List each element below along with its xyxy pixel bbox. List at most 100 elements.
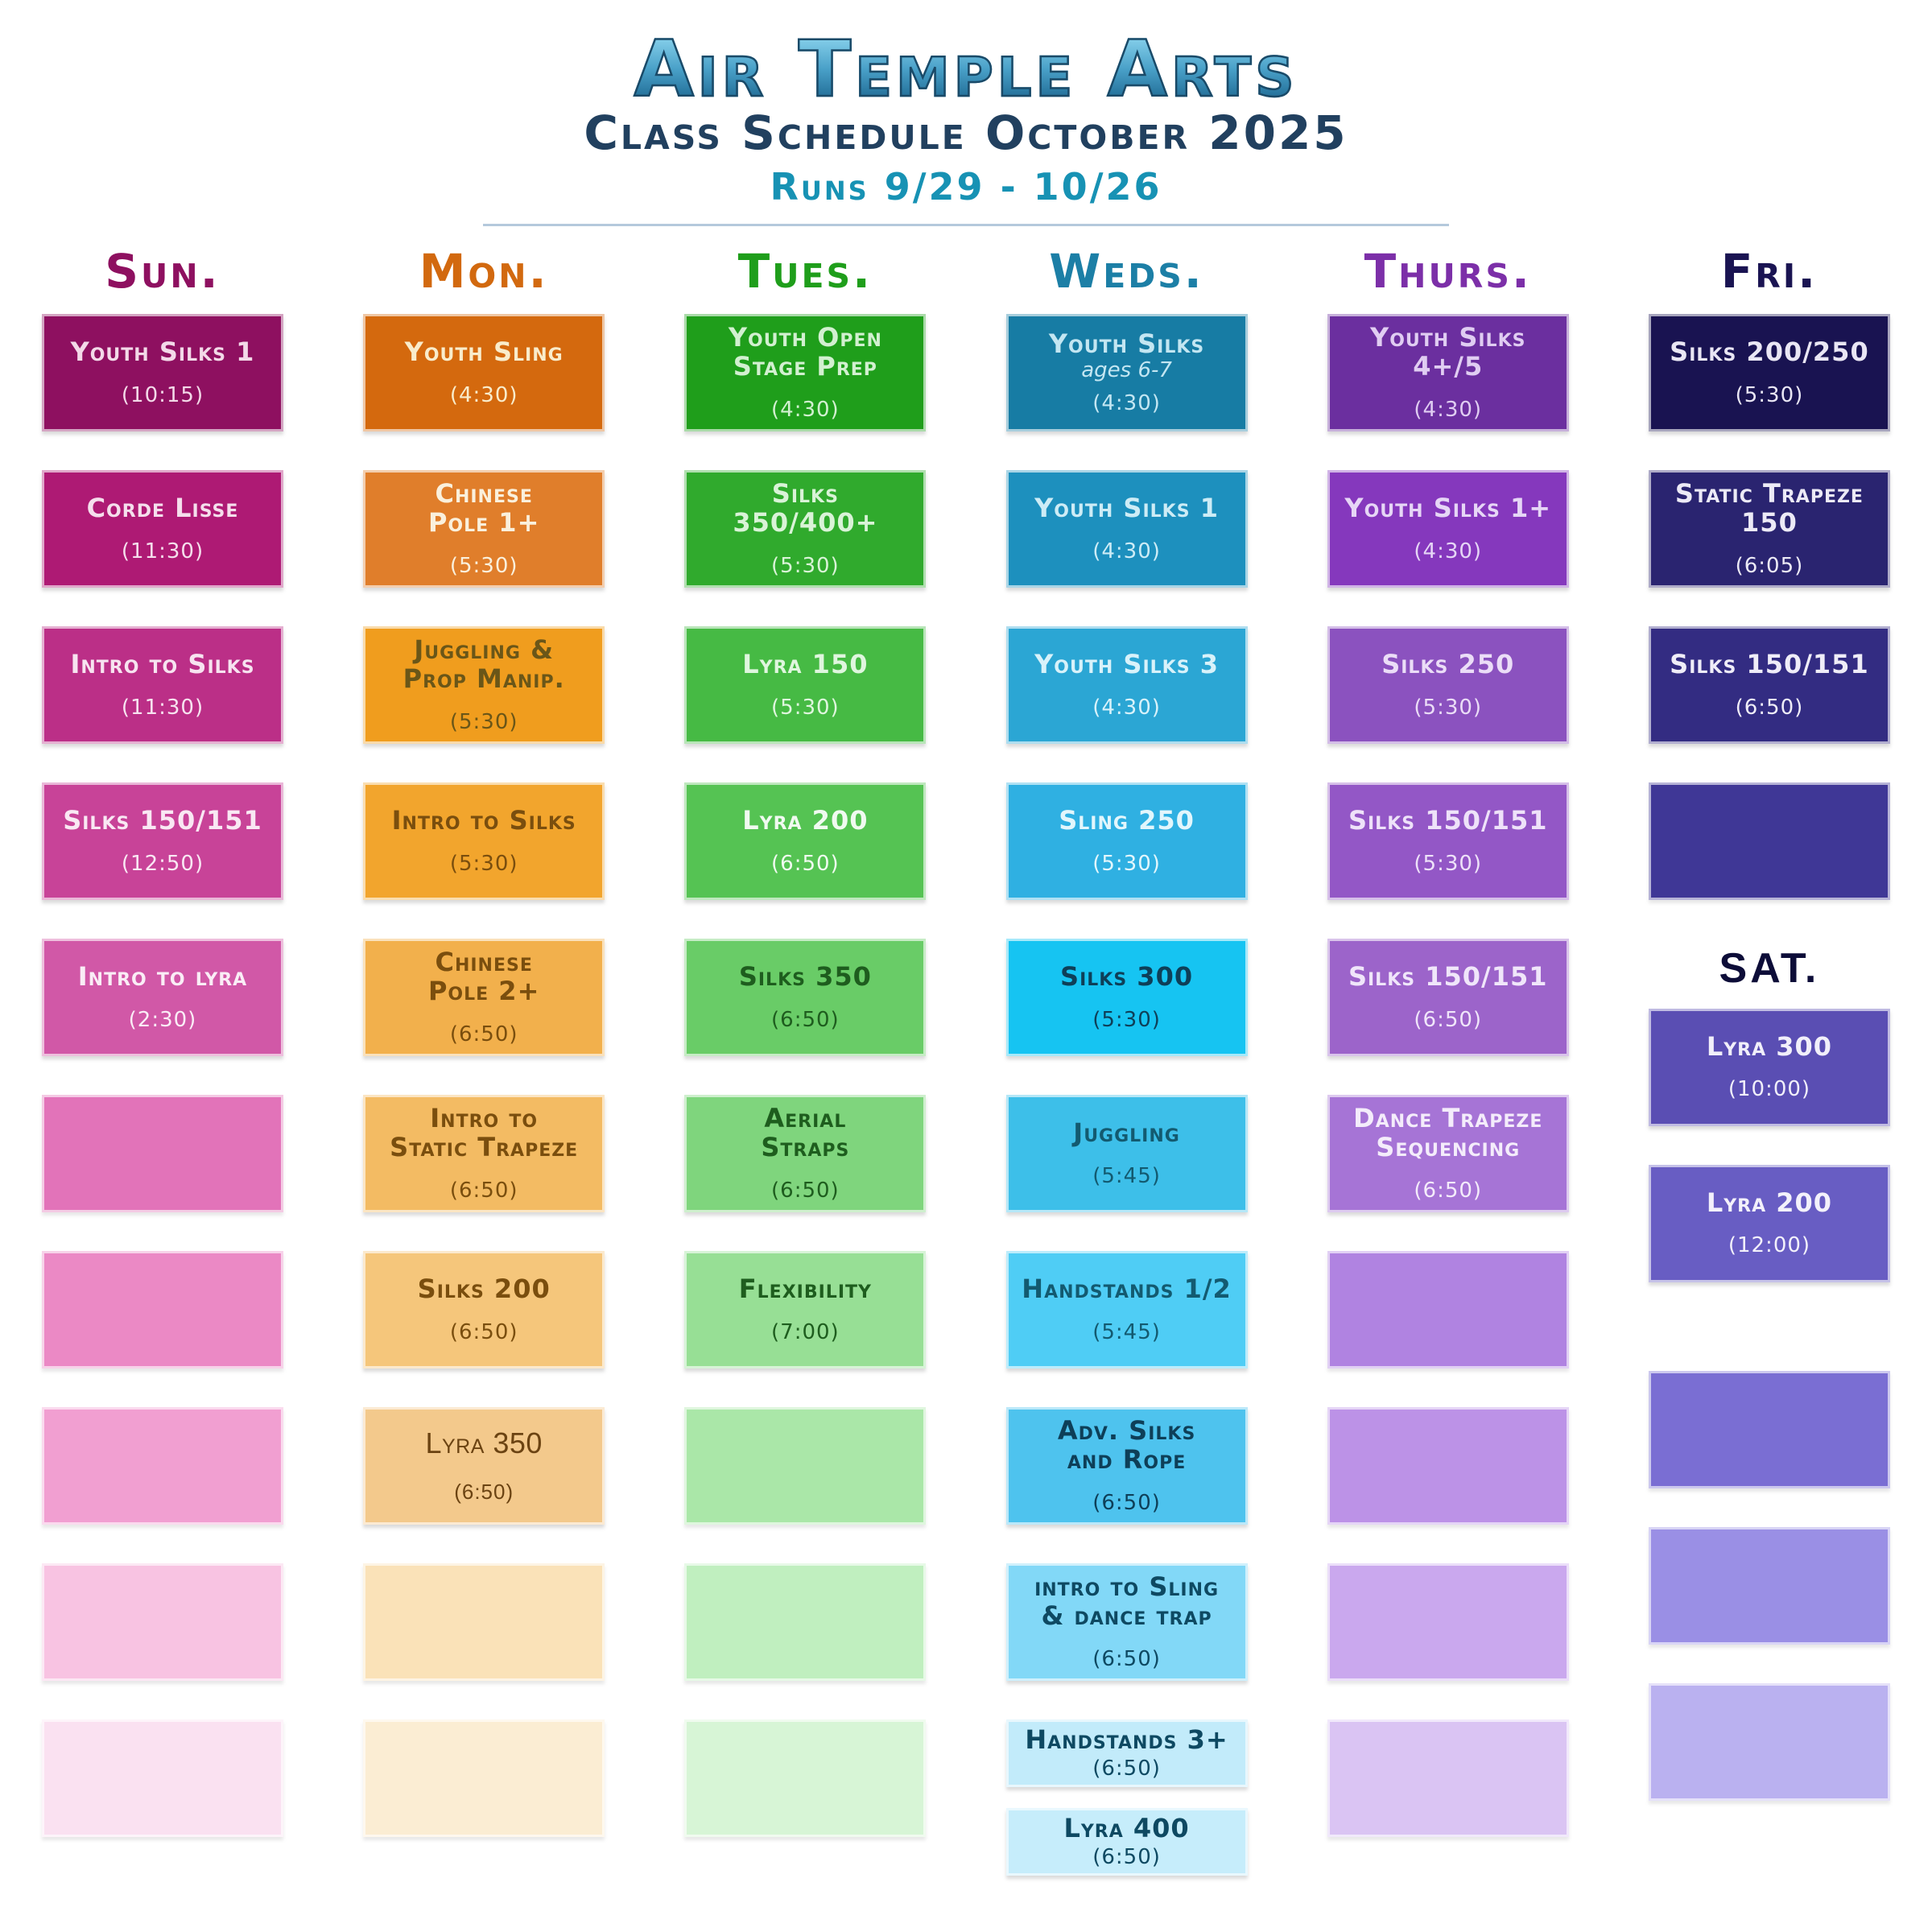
class-name: Lyra 400	[1063, 1813, 1190, 1844]
class-block: Intro to Silks (11:30)	[42, 625, 283, 744]
empty-block	[1648, 1682, 1890, 1801]
class-block: Adv. Silks and Rope (6:50)	[1005, 1406, 1248, 1525]
class-name: Intro to Silks	[391, 805, 576, 836]
class-block: Juggling (5:45)	[1005, 1094, 1248, 1212]
class-name: Silks 150/151	[1348, 805, 1548, 836]
day-header-sat: SAT.	[1719, 944, 1820, 992]
class-name: Chinese Pole 2+	[427, 947, 540, 1006]
empty-block	[1648, 1526, 1890, 1645]
empty-block	[42, 1563, 283, 1681]
class-name: Lyra 150	[742, 649, 869, 680]
class-block: Youth Silks 1+ (4:30)	[1327, 469, 1569, 588]
class-age-note: ages 6-7	[1081, 357, 1172, 382]
day-header-fri: Fri.	[1720, 244, 1818, 299]
class-time: (4:30)	[1092, 539, 1161, 564]
class-name: Lyra 200	[1706, 1187, 1833, 1218]
class-name: Silks 150/151	[1348, 961, 1548, 993]
class-name: Corde Lisse	[86, 493, 239, 524]
class-block: Youth Silks 1 (10:15)	[42, 313, 283, 431]
class-time: (5:30)	[1092, 1007, 1161, 1032]
day-column-tues: Tues. Youth Open Stage Prep (4:30) Silks 35…	[684, 244, 927, 1897]
class-block: Silks 350/400+ (5:30)	[684, 469, 927, 588]
class-name: Youth Silks 3	[1034, 649, 1219, 680]
empty-block	[1327, 1719, 1569, 1837]
class-time: (6:50)	[1092, 1646, 1161, 1671]
class-name: Youth Sling	[404, 336, 564, 368]
class-time: (6:50)	[449, 1178, 518, 1203]
class-time: (4:30)	[1414, 539, 1483, 564]
class-time: (5:30)	[449, 851, 518, 876]
schedule-board: Sun. Youth Silks 1 (10:15) Corde Lisse (11:3…	[0, 226, 1932, 1897]
empty-block	[684, 1563, 927, 1681]
class-name: Intro to lyra	[77, 961, 248, 993]
class-name: Youth Silks 1	[70, 336, 255, 368]
class-time: (6:50)	[771, 1007, 840, 1032]
class-block: Youth Open Stage Prep (4:30)	[684, 313, 927, 431]
class-block: Lyra 200 (12:00)	[1648, 1164, 1890, 1282]
class-name: Youth Silks 1	[1034, 493, 1219, 524]
class-time: (5:30)	[449, 553, 518, 578]
class-name: Youth Silks	[1048, 328, 1205, 359]
day-header-thurs: Thurs.	[1364, 244, 1532, 299]
class-block: Silks 150/151 (5:30)	[1327, 782, 1569, 900]
class-time: (6:50)	[1414, 1007, 1483, 1032]
class-time: (4:30)	[1092, 391, 1161, 416]
class-time: (6:50)	[1092, 1844, 1161, 1869]
class-block: Youth Sling (4:30)	[363, 313, 605, 431]
class-block: Silks 200 (6:50)	[363, 1250, 605, 1368]
day-column-sun: Sun. Youth Silks 1 (10:15) Corde Lisse (11:3…	[42, 247, 283, 1897]
class-block: Intro to Silks (5:30)	[363, 782, 605, 900]
day-header-weds: Weds.	[1049, 244, 1204, 299]
empty-block	[42, 1406, 283, 1525]
class-block: Youth Silks 3 (4:30)	[1005, 625, 1248, 744]
class-name: Lyra 200	[742, 805, 869, 836]
class-time: (6:50)	[449, 1319, 518, 1344]
class-name: Handstands 1/2	[1022, 1274, 1232, 1305]
class-time: (6:50)	[454, 1479, 514, 1504]
class-block: Corde Lisse (11:30)	[42, 469, 283, 588]
empty-block	[363, 1719, 605, 1837]
class-time: (5:30)	[771, 695, 840, 720]
page-header: Air Temple Arts Class Schedule October 2…	[0, 0, 1932, 227]
class-time: (5:30)	[1414, 695, 1483, 720]
class-block: Intro to Static Trapeze (6:50)	[363, 1094, 605, 1212]
page-title: Air Temple Arts	[633, 24, 1298, 114]
class-time: (6:50)	[771, 851, 840, 876]
class-block: Sling 250 (5:30)	[1005, 782, 1248, 900]
class-name: Youth Open Stage Prep	[728, 322, 882, 382]
class-time: (6:50)	[449, 1022, 518, 1046]
class-time: (10:00)	[1728, 1077, 1811, 1102]
class-block: Lyra 150 (5:30)	[684, 625, 927, 744]
class-time: (11:30)	[121, 695, 204, 720]
day-column-thurs: Thurs. Youth Silks 4+/5 (4:30) Youth Silks …	[1327, 247, 1569, 1897]
class-time: (11:30)	[121, 539, 204, 564]
class-block: Youth Silks ages 6-7 (4:30)	[1005, 313, 1248, 431]
day-header-tues: Tues.	[737, 244, 873, 299]
class-block: Silks 200/250 (5:30)	[1648, 313, 1890, 431]
empty-block	[1327, 1563, 1569, 1681]
class-name: Intro to Silks	[70, 649, 255, 680]
empty-block	[1327, 1250, 1569, 1368]
class-block: Silks 150/151 (6:50)	[1327, 938, 1569, 1056]
class-name: Silks 200/250	[1670, 336, 1869, 368]
class-block: Intro to lyra (2:30)	[42, 938, 283, 1056]
empty-block	[1648, 782, 1890, 900]
class-time: (6:50)	[1414, 1178, 1483, 1203]
class-name: intro to Sling & dance trap	[1034, 1571, 1220, 1631]
class-block: Silks 150/151 (12:50)	[42, 782, 283, 900]
class-block: Lyra 400 (6:50)	[1005, 1807, 1248, 1876]
class-name: Static Trapeze 150	[1674, 478, 1864, 538]
class-time: (7:00)	[771, 1319, 840, 1344]
class-name: Silks 250	[1381, 649, 1515, 680]
day-header-mon: Mon.	[419, 244, 549, 299]
class-time: (5:30)	[1414, 851, 1483, 876]
class-name: Lyra 300	[1706, 1030, 1833, 1062]
class-time: (5:30)	[1092, 851, 1161, 876]
class-block: Silks 150/151 (6:50)	[1648, 625, 1890, 744]
class-name: Lyra 350	[425, 1426, 543, 1460]
class-time: (5:45)	[1092, 1319, 1161, 1344]
class-name: Dance Trapeze Sequencing	[1353, 1103, 1543, 1162]
class-time: (6:50)	[1735, 695, 1804, 720]
page-subtitle: Class Schedule October 2025	[584, 105, 1348, 160]
empty-block	[42, 1719, 283, 1837]
